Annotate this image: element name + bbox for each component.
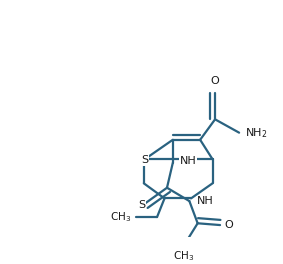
Text: NH: NH <box>196 196 213 206</box>
Text: S: S <box>139 200 146 210</box>
Text: NH$_2$: NH$_2$ <box>245 126 267 140</box>
Text: NH: NH <box>180 155 197 166</box>
Text: O: O <box>211 76 219 86</box>
Text: O: O <box>225 220 233 230</box>
Text: CH$_3$: CH$_3$ <box>110 210 132 224</box>
Text: S: S <box>141 155 148 166</box>
Text: CH$_3$: CH$_3$ <box>173 249 194 263</box>
